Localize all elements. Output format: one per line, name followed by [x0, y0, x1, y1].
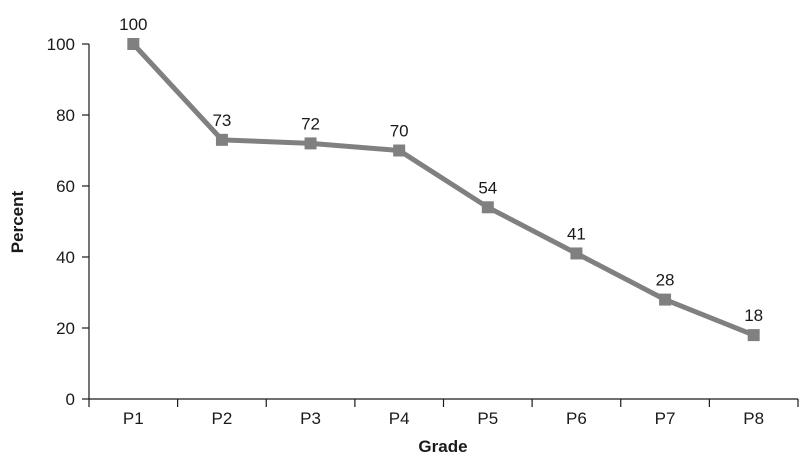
data-point-marker [304, 137, 317, 150]
data-point-marker [215, 133, 228, 146]
series-group [127, 38, 760, 342]
x-tick-label: P3 [300, 409, 321, 428]
data-point-marker [659, 293, 672, 306]
x-axis: P1 P2 P3 P4 P5 P6 P7 P8 [88, 398, 799, 428]
data-point-marker [570, 247, 583, 260]
data-label: 100 [119, 15, 147, 34]
data-label: 18 [744, 306, 763, 325]
y-tick-label: 60 [56, 177, 75, 196]
y-tick-label: 100 [47, 35, 75, 54]
data-point-marker [747, 329, 760, 342]
x-tick-label: P5 [477, 409, 498, 428]
data-point-marker [481, 201, 494, 214]
data-labels: 100 73 72 70 54 41 28 18 [119, 15, 763, 325]
data-label: 72 [301, 114, 320, 133]
x-tick-label: P8 [743, 409, 764, 428]
data-point-marker [393, 144, 406, 157]
x-tick-label: P6 [566, 409, 587, 428]
y-tick-label: 20 [56, 319, 75, 338]
y-tick-label: 0 [66, 390, 75, 409]
data-label: 70 [390, 122, 409, 141]
y-axis: 0 20 40 60 80 100 [47, 35, 90, 409]
x-tick-label: P2 [212, 409, 233, 428]
data-label: 73 [212, 111, 231, 130]
x-tick-label: P4 [389, 409, 410, 428]
x-tick-label: P1 [123, 409, 144, 428]
data-label: 41 [567, 224, 586, 243]
data-label: 28 [656, 271, 675, 290]
data-point-marker [127, 38, 140, 50]
series-line [130, 41, 757, 338]
x-axis-title: Grade [418, 437, 467, 456]
y-axis-title: Percent [8, 190, 27, 253]
x-tick-label: P7 [655, 409, 676, 428]
y-tick-label: 40 [56, 248, 75, 267]
y-tick-label: 80 [56, 106, 75, 125]
data-label: 54 [478, 178, 497, 197]
